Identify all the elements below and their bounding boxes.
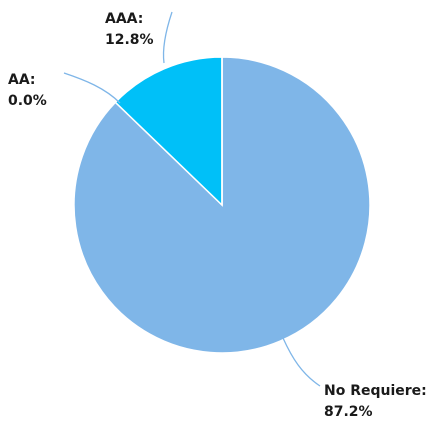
label-no-requiere-name: No Requiere: [324,383,427,399]
leader-line-no-requiere [282,337,321,387]
pie-slice-aaa [114,56,223,207]
leader-line-aaa [162,11,173,64]
label-aaa-pct: 12.8% [105,32,154,48]
label-aa-pct: 0.0% [8,93,47,109]
label-aaa-name: AAA: [105,11,143,27]
label-no-requiere-pct: 87.2% [324,404,373,420]
leader-line-aa [63,72,121,104]
label-aa-name: AA: [8,72,36,88]
data-labels: AAA: 12.8% AA: 0.0% No Requiere: 87.2% [8,11,427,420]
leader-lines [63,11,321,387]
pie-slices [73,56,371,354]
